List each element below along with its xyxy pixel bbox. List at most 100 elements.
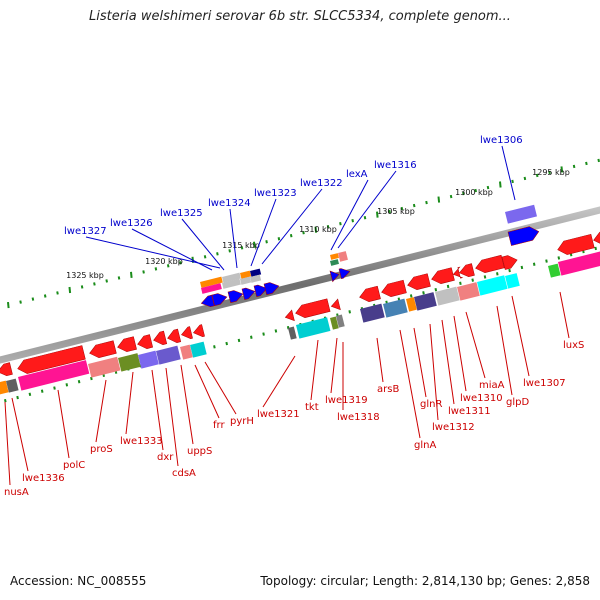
gene-label-bottom: lwe1318 <box>337 412 380 423</box>
gene-feature <box>201 283 222 294</box>
scale-tick <box>557 256 561 260</box>
scale-tick <box>409 294 413 298</box>
label-leader <box>501 145 516 201</box>
gene-arrow <box>284 309 295 322</box>
gene-feature <box>138 350 159 369</box>
gene-arrow <box>0 362 13 376</box>
gene-arrow <box>117 336 137 352</box>
scale-tick <box>179 261 182 265</box>
scale-tick <box>4 399 7 403</box>
label-leader <box>125 371 134 435</box>
gene-feature <box>456 282 480 301</box>
gene-arrow <box>17 345 86 374</box>
gene-feature <box>221 272 241 283</box>
gene-feature <box>287 326 297 340</box>
label-leader <box>95 379 107 443</box>
gene-arrow <box>557 233 595 255</box>
gene-arrow <box>329 270 340 283</box>
scale-tick <box>228 249 231 253</box>
gene-feature <box>5 378 19 393</box>
gene-labels: lwe1327lwe1326lwe1325lwe1324lwe1323lwe13… <box>4 135 584 498</box>
scale-tick <box>459 281 462 285</box>
scale-tick <box>65 383 69 387</box>
scale-tick <box>508 268 511 273</box>
gene-feature <box>338 251 348 262</box>
scale-tick <box>511 179 514 184</box>
scale-tick <box>496 272 499 276</box>
scale-tick <box>326 224 330 229</box>
label-leader <box>330 179 369 251</box>
gene-arrow <box>359 285 381 302</box>
gene-label-bottom: cdsA <box>172 468 196 479</box>
gene-feature <box>200 276 223 288</box>
label-leader <box>180 364 194 445</box>
gene-label-bottom: miaA <box>479 380 505 391</box>
scale-tick <box>400 206 404 211</box>
gene-feature <box>360 303 385 323</box>
scale-tick <box>265 240 268 244</box>
gene-label-bottom: lwe1311 <box>448 406 491 417</box>
gene-feature <box>330 316 339 330</box>
gene-arrow <box>475 254 505 273</box>
gene-label-top: lwe1323 <box>254 188 297 199</box>
scale-tick <box>68 286 72 294</box>
scale-tick <box>535 173 539 178</box>
gene-feature <box>414 292 437 311</box>
scale-tick <box>28 392 32 397</box>
scale-tick <box>90 376 93 381</box>
label-leader <box>194 364 220 419</box>
gene-feature <box>222 278 241 289</box>
scale-tick <box>31 297 35 301</box>
map-title: Listeria welshimeri serovar 6b str. SLCC… <box>89 9 511 24</box>
scale-tick <box>130 271 133 279</box>
scale-tick <box>139 364 142 368</box>
gene-arrow <box>193 324 205 337</box>
scale-tick <box>523 176 527 181</box>
gene-feature <box>249 274 262 283</box>
gene-arrow <box>181 326 193 339</box>
scale-tick <box>19 300 22 304</box>
scale-tick <box>262 332 265 336</box>
scale-tick <box>302 231 305 235</box>
gene-label-top: lwe1316 <box>374 160 417 171</box>
gene-arrow <box>338 268 351 280</box>
scale-tick <box>225 341 228 346</box>
gene-arrow <box>137 334 154 349</box>
gene-feature <box>250 268 262 277</box>
scale-tick <box>240 246 244 250</box>
scale-tick <box>7 301 10 309</box>
gene-feature <box>382 298 408 318</box>
label-leader <box>151 369 164 451</box>
scale-tick <box>412 203 416 208</box>
gene-feature <box>504 273 520 289</box>
gene-label-bottom: lwe1310 <box>460 393 503 404</box>
scale-tick <box>594 246 597 251</box>
scale-tick <box>77 379 81 384</box>
scale-tick <box>154 267 158 271</box>
gene-label-bottom: glnR <box>420 399 442 410</box>
label-leader <box>441 319 455 405</box>
gene-label-bottom: lwe1333 <box>120 436 163 447</box>
scale-tick <box>213 345 216 349</box>
gene-feature <box>118 353 141 372</box>
gene-arrow <box>227 290 244 303</box>
gene-arrow <box>459 263 475 277</box>
gene-feature <box>477 275 508 296</box>
gene-label-bottom: lwe1312 <box>432 422 475 433</box>
scale-label: 1295 kbp <box>532 168 570 177</box>
gene-label-bottom: uppS <box>187 446 212 457</box>
gene-label-bottom: glpD <box>506 397 529 408</box>
gene-label-bottom: proS <box>90 444 113 455</box>
gene-arrow <box>200 294 215 307</box>
label-leader <box>559 291 570 339</box>
label-leader <box>204 361 237 415</box>
gene-features <box>0 204 600 395</box>
gene-feature <box>330 259 339 266</box>
label-leader <box>465 311 486 379</box>
label-leader <box>131 228 213 271</box>
gene-label-top: lexA <box>346 169 368 180</box>
scale-tick <box>499 181 502 188</box>
gene-label-top: lwe1325 <box>160 208 203 219</box>
scale-tick <box>376 211 379 218</box>
